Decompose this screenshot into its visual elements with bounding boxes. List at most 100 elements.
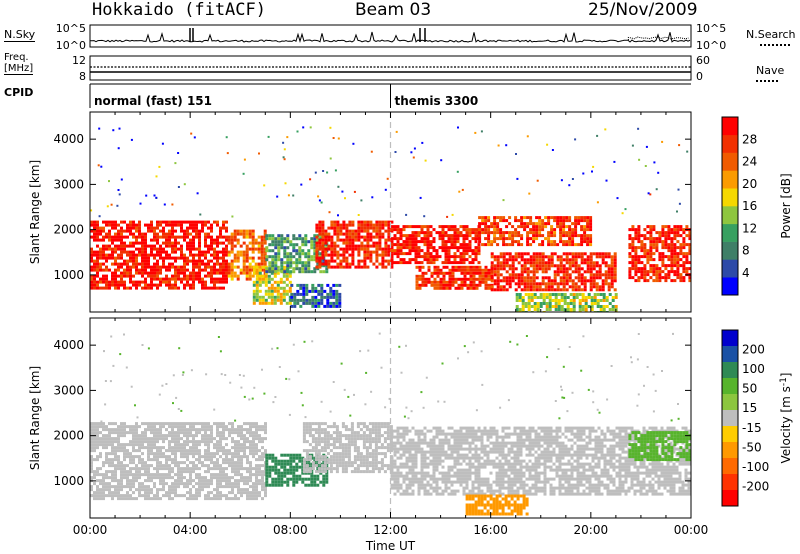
range-gate-cell xyxy=(204,422,207,426)
range-gate-cell xyxy=(652,243,656,247)
range-gate-cell xyxy=(258,289,262,293)
range-gate-cell xyxy=(508,243,512,247)
range-gate-cell xyxy=(529,282,533,286)
range-gate-cell xyxy=(222,268,225,272)
range-gate-cell xyxy=(93,226,96,230)
range-gate-cell xyxy=(421,141,424,144)
range-gate-cell xyxy=(144,440,147,444)
range-gate-cell xyxy=(99,443,102,447)
range-gate-cell xyxy=(186,491,189,495)
range-gate-cell xyxy=(368,428,372,432)
range-gate-cell xyxy=(120,434,123,438)
range-gate-cell xyxy=(593,299,597,302)
range-gate-cell xyxy=(99,250,102,254)
range-gate-cell xyxy=(123,470,126,474)
range-gate-cell xyxy=(283,261,287,265)
range-gate-cell xyxy=(114,428,117,432)
range-gate-cell xyxy=(236,265,240,269)
range-gate-cell xyxy=(453,255,457,259)
range-gate-cell xyxy=(108,470,111,474)
range-gate-cell xyxy=(150,268,153,272)
range-gate-cell xyxy=(487,283,491,287)
range-gate-cell xyxy=(129,455,132,459)
range-gate-cell xyxy=(225,452,228,456)
range-gate-cell xyxy=(265,453,269,457)
range-gate-cell xyxy=(183,277,186,281)
range-gate-cell xyxy=(613,288,617,292)
range-gate-cell xyxy=(381,220,385,224)
nsky-trace xyxy=(89,31,691,43)
range-gate-cell xyxy=(451,280,455,284)
range-gate-cell xyxy=(566,308,570,311)
range-gate-cell xyxy=(676,228,680,232)
range-gate-cell xyxy=(596,302,600,305)
range-gate-cell xyxy=(526,261,530,265)
range-gate-cell xyxy=(129,458,132,462)
range-gate-cell xyxy=(129,485,132,489)
range-gate-cell xyxy=(335,295,339,299)
range-gate-cell xyxy=(505,276,509,280)
range-gate-cell xyxy=(106,205,109,208)
range-gate-cell xyxy=(321,244,325,248)
range-gate-cell xyxy=(245,259,249,263)
range-gate-cell xyxy=(156,283,159,287)
range-gate-cell xyxy=(286,240,290,244)
range-gate-cell xyxy=(607,288,611,292)
range-gate-cell xyxy=(637,225,641,229)
range-gate-cell xyxy=(153,238,156,242)
range-gate-cell xyxy=(634,228,638,232)
range-gate-cell xyxy=(532,225,536,229)
range-gate-cell xyxy=(568,261,572,265)
range-gate-cell xyxy=(688,252,691,256)
range-gate-cell xyxy=(265,258,269,262)
range-gate-cell xyxy=(210,437,213,441)
range-gate-cell xyxy=(280,234,284,238)
range-gate-cell xyxy=(245,256,249,260)
range-gate-cell xyxy=(664,240,668,244)
range-gate-cell xyxy=(186,241,189,245)
range-gate-cell xyxy=(295,453,299,457)
range-gate-cell xyxy=(150,250,153,254)
range-gate-cell xyxy=(105,277,108,281)
range-gate-cell xyxy=(264,452,267,456)
range-gate-cell xyxy=(274,240,278,244)
range-gate-cell xyxy=(366,220,370,224)
range-gate-cell xyxy=(249,479,252,483)
range-gate-cell xyxy=(243,422,246,426)
range-gate-cell xyxy=(102,268,105,272)
range-gate-cell xyxy=(598,267,602,271)
range-gate-cell xyxy=(213,265,216,269)
range-gate-cell xyxy=(332,443,336,447)
range-gate-cell xyxy=(165,467,168,471)
range-gate-cell xyxy=(156,452,159,456)
range-gate-cell xyxy=(359,434,363,438)
range-gate-cell xyxy=(493,234,497,238)
range-gate-cell xyxy=(168,431,171,435)
range-gate-cell xyxy=(544,270,548,274)
range-gate-cell xyxy=(99,425,102,429)
range-gate-cell xyxy=(230,250,234,254)
range-gate-cell xyxy=(631,228,635,232)
range-gate-cell xyxy=(670,228,674,232)
range-gate-cell xyxy=(286,255,290,259)
range-gate-cell xyxy=(433,277,437,281)
range-gate-cell xyxy=(547,216,551,220)
range-gate-cell xyxy=(192,449,195,453)
range-gate-cell xyxy=(566,302,570,305)
range-gate-cell xyxy=(231,470,234,474)
range-gate-cell xyxy=(366,229,370,233)
range-gate-cell xyxy=(198,244,201,248)
range-gate-cell xyxy=(536,179,539,182)
range-gate-cell xyxy=(638,158,641,161)
range-gate-cell xyxy=(123,283,126,287)
range-gate-cell xyxy=(604,255,608,259)
range-gate-cell xyxy=(268,468,272,472)
range-gate-cell xyxy=(252,271,256,275)
range-gate-cell xyxy=(304,237,308,241)
range-gate-cell xyxy=(652,264,656,268)
range-gate-cell xyxy=(301,471,305,475)
range-gate-cell xyxy=(162,232,165,236)
range-gate-cell xyxy=(210,247,213,251)
range-gate-cell xyxy=(317,304,321,308)
range-gate-cell xyxy=(290,295,294,299)
